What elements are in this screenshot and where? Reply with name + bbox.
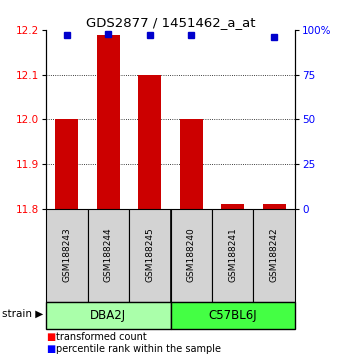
Bar xyxy=(138,75,161,209)
Bar xyxy=(221,204,244,209)
Bar xyxy=(170,302,295,329)
Text: GSM188240: GSM188240 xyxy=(187,228,196,282)
Text: GSM188243: GSM188243 xyxy=(62,228,71,282)
Bar xyxy=(212,209,253,302)
Text: C57BL6J: C57BL6J xyxy=(208,309,257,322)
Text: transformed count: transformed count xyxy=(56,332,147,342)
Bar xyxy=(170,209,212,302)
Text: percentile rank within the sample: percentile rank within the sample xyxy=(56,344,221,354)
Bar xyxy=(46,209,88,302)
Bar xyxy=(46,302,170,329)
Bar xyxy=(263,204,286,209)
Text: DBA2J: DBA2J xyxy=(90,309,126,322)
Bar xyxy=(180,119,203,209)
Text: GSM188241: GSM188241 xyxy=(228,228,237,282)
Text: GSM188245: GSM188245 xyxy=(145,228,154,282)
Text: ■: ■ xyxy=(46,332,55,342)
Bar xyxy=(88,209,129,302)
Text: ■: ■ xyxy=(46,344,55,354)
Text: GSM188244: GSM188244 xyxy=(104,228,113,282)
Bar xyxy=(253,209,295,302)
Text: GSM188242: GSM188242 xyxy=(270,228,279,282)
Bar xyxy=(55,119,78,209)
Title: GDS2877 / 1451462_a_at: GDS2877 / 1451462_a_at xyxy=(86,16,255,29)
Bar xyxy=(97,35,120,209)
Text: strain ▶: strain ▶ xyxy=(2,308,43,318)
Bar xyxy=(129,209,170,302)
